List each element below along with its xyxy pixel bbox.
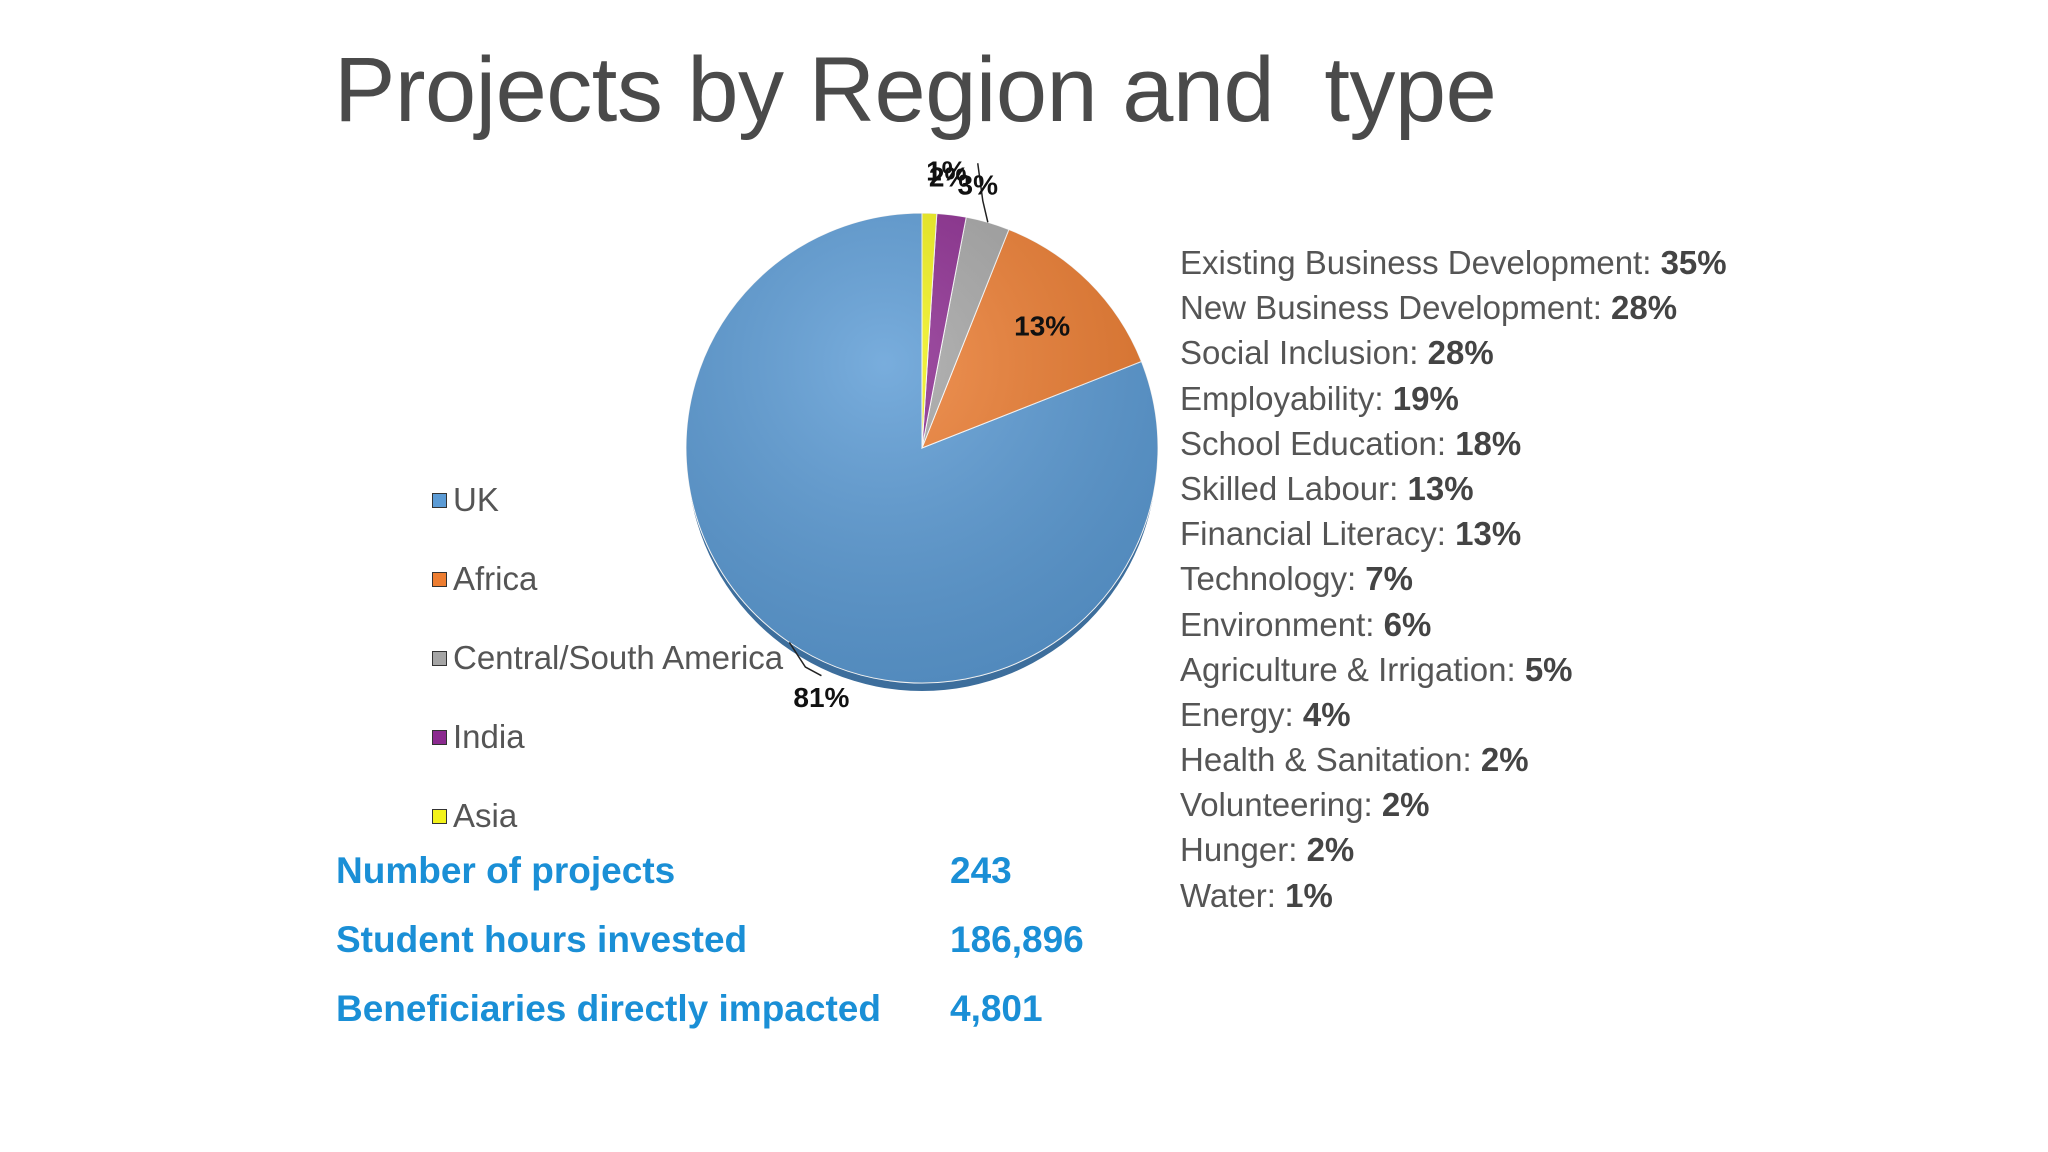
legend-swatch	[432, 729, 447, 745]
project-type-item: New Business Development: 28%	[1180, 285, 1727, 330]
project-type-name: New Business Development:	[1180, 289, 1612, 327]
pie-data-label: 2%	[929, 161, 970, 192]
pie-leader-line	[976, 163, 989, 223]
project-type-percent: 18%	[1455, 424, 1522, 462]
project-type-name: Technology:	[1180, 560, 1366, 598]
project-type-percent: 28%	[1611, 289, 1678, 327]
project-type-percent: 35%	[1660, 244, 1727, 281]
pie-data-label: 81%	[793, 682, 849, 713]
pie-leader-line	[788, 641, 822, 677]
project-type-percent: 6%	[1383, 605, 1432, 643]
project-type-item: Water: 1%	[1180, 873, 1727, 918]
project-type-name: Environment:	[1180, 605, 1384, 643]
stat-label: Number of projects	[336, 850, 676, 891]
project-type-item: Volunteering: 2%	[1180, 782, 1727, 827]
legend-swatch	[432, 571, 447, 587]
project-type-name: Health & Sanitation:	[1180, 741, 1481, 779]
pie-data-label: 13%	[1014, 311, 1070, 342]
legend-label: India	[453, 718, 525, 755]
stat-label: Student hours invested	[336, 919, 748, 960]
project-type-list: Existing Business Development: 35% New Bu…	[1180, 240, 1727, 918]
project-type-percent: 2%	[1306, 831, 1355, 869]
project-type-item: School Education: 18%	[1180, 421, 1727, 466]
slide-title: Projects by Region and type	[334, 39, 1497, 141]
project-type-item: Environment: 6%	[1180, 602, 1727, 647]
project-type-percent: 13%	[1407, 469, 1474, 507]
project-type-item: Skilled Labour: 13%	[1180, 466, 1727, 511]
project-type-item: Energy: 4%	[1180, 692, 1727, 737]
project-type-name: Employability:	[1180, 379, 1393, 417]
project-type-item: Financial Literacy: 13%	[1180, 511, 1727, 556]
pie-slices	[685, 212, 1159, 684]
legend-item: Africa	[432, 559, 537, 599]
project-type-item: Technology: 7%	[1180, 556, 1727, 601]
project-type-percent: 4%	[1302, 695, 1351, 733]
legend-label: Asia	[453, 797, 518, 834]
project-type-percent: 2%	[1381, 786, 1430, 824]
stat-value: 243	[950, 850, 1012, 891]
pie-data-label: 3%	[958, 170, 999, 201]
project-type-item: Social Inclusion: 28%	[1180, 330, 1727, 375]
project-type-name: Financial Literacy:	[1180, 515, 1456, 553]
project-type-name: Volunteering:	[1180, 786, 1382, 824]
project-type-percent: 1%	[1285, 876, 1333, 914]
project-type-name: Water:	[1180, 876, 1286, 914]
project-type-name: Hunger:	[1180, 831, 1307, 869]
project-type-name: Existing Business Development:	[1180, 244, 1661, 281]
pie-data-label: 1%	[926, 155, 967, 186]
stat-value: 186,896	[950, 919, 1084, 960]
project-type-name: Agriculture & Irrigation:	[1180, 650, 1525, 688]
project-type-percent: 5%	[1524, 650, 1573, 688]
project-type-item: Health & Sanitation: 2%	[1180, 737, 1727, 782]
stat-label: Beneficiaries directly impacted	[336, 988, 881, 1029]
project-type-name: Social Inclusion:	[1180, 334, 1428, 372]
project-type-item: Agriculture & Irrigation: 5%	[1180, 647, 1727, 692]
project-type-name: Skilled Labour:	[1180, 469, 1408, 507]
project-type-item: Existing Business Development: 35%	[1180, 240, 1727, 285]
legend-swatch	[432, 650, 447, 666]
project-type-percent: 28%	[1427, 334, 1494, 372]
legend-item: UK	[432, 480, 499, 520]
legend-label: Africa	[453, 560, 538, 597]
legend-item: Asia	[432, 796, 517, 836]
legend-label: UK	[453, 481, 499, 518]
project-type-percent: 13%	[1455, 515, 1522, 553]
legend-swatch	[432, 808, 447, 824]
legend-item: Central/South America	[432, 638, 783, 678]
legend-label: Central/South America	[453, 639, 784, 676]
project-type-percent: 19%	[1392, 379, 1459, 417]
project-type-item: Hunger: 2%	[1180, 827, 1727, 872]
project-type-name: Energy:	[1180, 695, 1303, 733]
project-type-percent: 7%	[1365, 560, 1413, 598]
legend-swatch	[432, 492, 447, 508]
project-type-name: School Education:	[1180, 424, 1456, 462]
legend-item: India	[432, 717, 525, 757]
pie-labels: 81% 13% 3%2%1%	[788, 155, 1070, 713]
project-type-percent: 2%	[1480, 741, 1529, 779]
stat-value: 4,801	[950, 988, 1043, 1029]
project-type-item: Employability: 19%	[1180, 376, 1727, 421]
